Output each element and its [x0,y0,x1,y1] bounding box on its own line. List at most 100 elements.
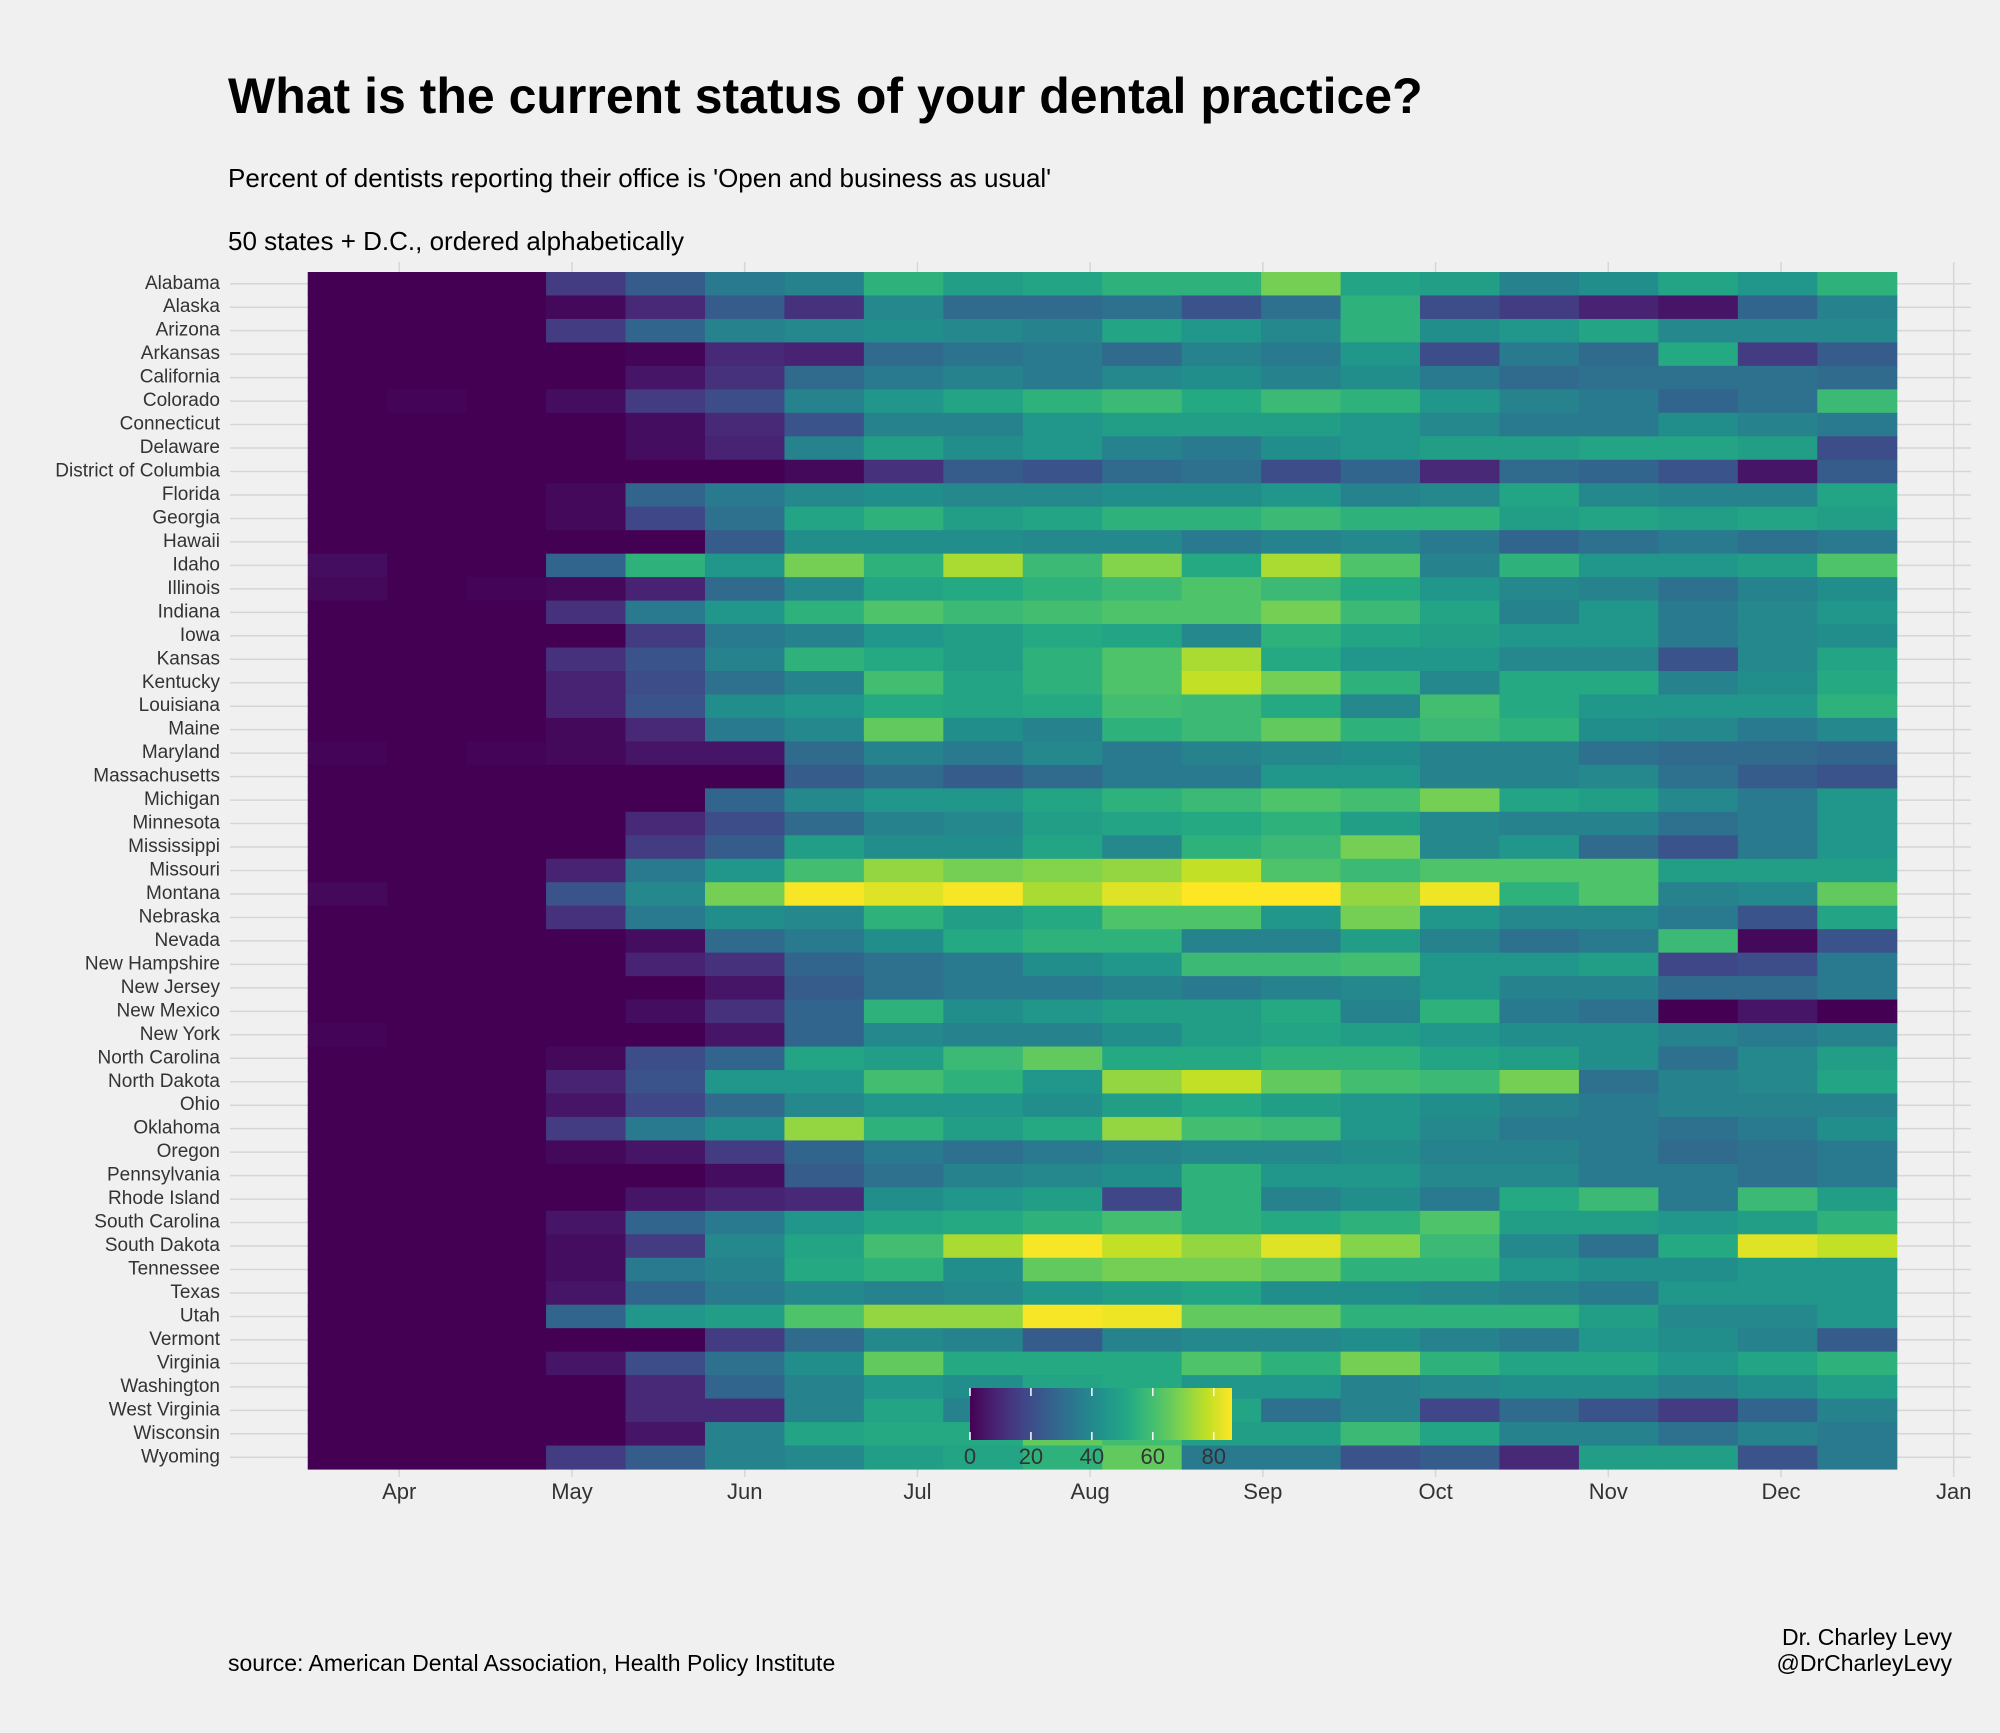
heat-cell [1420,882,1501,907]
heat-cell [704,811,786,836]
heat-cell [1420,389,1501,414]
heat-cell [1658,764,1739,789]
heat-cell [546,577,627,602]
heat-cell [1181,295,1262,320]
heat-cell [1737,1422,1818,1447]
heat-cell [466,553,547,578]
heat-cell [1102,929,1183,954]
heat-cell [704,764,786,789]
heat-cell [943,694,1024,719]
heat-cell [1578,1234,1659,1259]
chart-subtitle: 50 states + D.C., ordered alphabetically [228,226,684,256]
heat-cell [307,811,388,836]
heat-cell [704,530,786,555]
heat-cell [307,1257,388,1282]
heat-cell [387,694,468,719]
chart-subtitle: Percent of dentists reporting their offi… [228,163,1051,193]
heat-cell [704,717,786,743]
heat-cell [625,1234,706,1259]
heat-cell [1181,436,1262,461]
heat-cell [1340,976,1421,1001]
heat-cell [546,1187,627,1212]
heat-cell [704,1304,786,1329]
heat-cell [387,342,468,367]
heat-cell [704,1351,786,1376]
heat-cell [1181,858,1262,883]
heat-cell [1181,1304,1262,1329]
heat-cell [784,412,865,437]
heat-cell [1181,389,1262,414]
heat-cell [1261,1422,1342,1447]
heat-cell [1817,459,1898,484]
heat-cell [784,553,865,578]
heat-cell [625,788,706,813]
heat-cell [1261,342,1342,367]
y-tick-label: Nebraska [139,906,221,927]
heat-cell [546,882,627,907]
heat-cell [1658,788,1739,813]
heat-cell [1340,506,1421,531]
heat-cell [1499,1046,1580,1071]
heat-cell [1261,741,1342,766]
heat-cell [546,1351,627,1376]
heat-cell [784,577,865,602]
y-tick-label: Alabama [145,273,220,294]
heat-cell [704,1046,786,1071]
heat-cell [1499,717,1580,743]
heat-cell [1499,882,1580,907]
heat-cell [1737,1070,1818,1095]
heat-cell [1261,929,1342,954]
heat-cell [1578,577,1659,602]
heat-cell [1658,647,1739,672]
heat-cell [1022,483,1103,508]
heat-cell [1499,1023,1580,1048]
y-tick-label: Montana [146,883,220,904]
heat-cell [546,811,627,836]
heat-cell [784,365,865,390]
heat-cell [1420,295,1501,320]
heat-cell [1817,647,1898,672]
heat-cell [1499,1070,1580,1095]
heat-cell [1340,952,1421,977]
heat-cell [307,600,388,625]
heat-cell [1420,976,1501,1001]
heat-cell [1420,1140,1501,1165]
heat-cell [1022,318,1103,344]
heat-cell [387,1351,468,1376]
heat-cell [1022,1304,1103,1329]
heat-cell [466,1375,547,1400]
heat-cell [1340,1140,1421,1165]
heat-cell [1420,1116,1501,1142]
heat-cell [1340,1445,1421,1470]
heat-cell [943,389,1024,414]
heat-cell [784,1398,865,1423]
heat-cell [625,905,706,930]
heat-cell [466,1445,547,1470]
heat-cell [546,952,627,977]
heat-cell [387,1116,468,1142]
heat-cell [466,999,547,1024]
heat-cell [1340,1234,1421,1259]
heat-cell [943,999,1024,1024]
heat-cell [1658,811,1739,836]
heat-cell [1499,764,1580,789]
heat-cell [943,1257,1024,1282]
heat-cell [863,436,944,461]
heat-cell [1022,671,1103,696]
heat-cell [466,1140,547,1165]
heat-cell [784,624,865,649]
heat-cell [863,1093,944,1118]
heat-cell [1658,318,1739,344]
colorbar-tick-label: 0 [964,1444,976,1469]
heat-cell [1658,365,1739,390]
heat-cell [1022,365,1103,390]
heat-cell [1499,835,1580,860]
y-tick-label: Minnesota [132,813,220,834]
heat-cell [387,905,468,930]
heat-cell [1340,1070,1421,1095]
colorbar-tick-label: 80 [1201,1444,1225,1469]
heat-cell [546,694,627,719]
heat-cell [387,600,468,625]
heat-cell [1658,1116,1739,1142]
heat-cell [1817,999,1898,1024]
